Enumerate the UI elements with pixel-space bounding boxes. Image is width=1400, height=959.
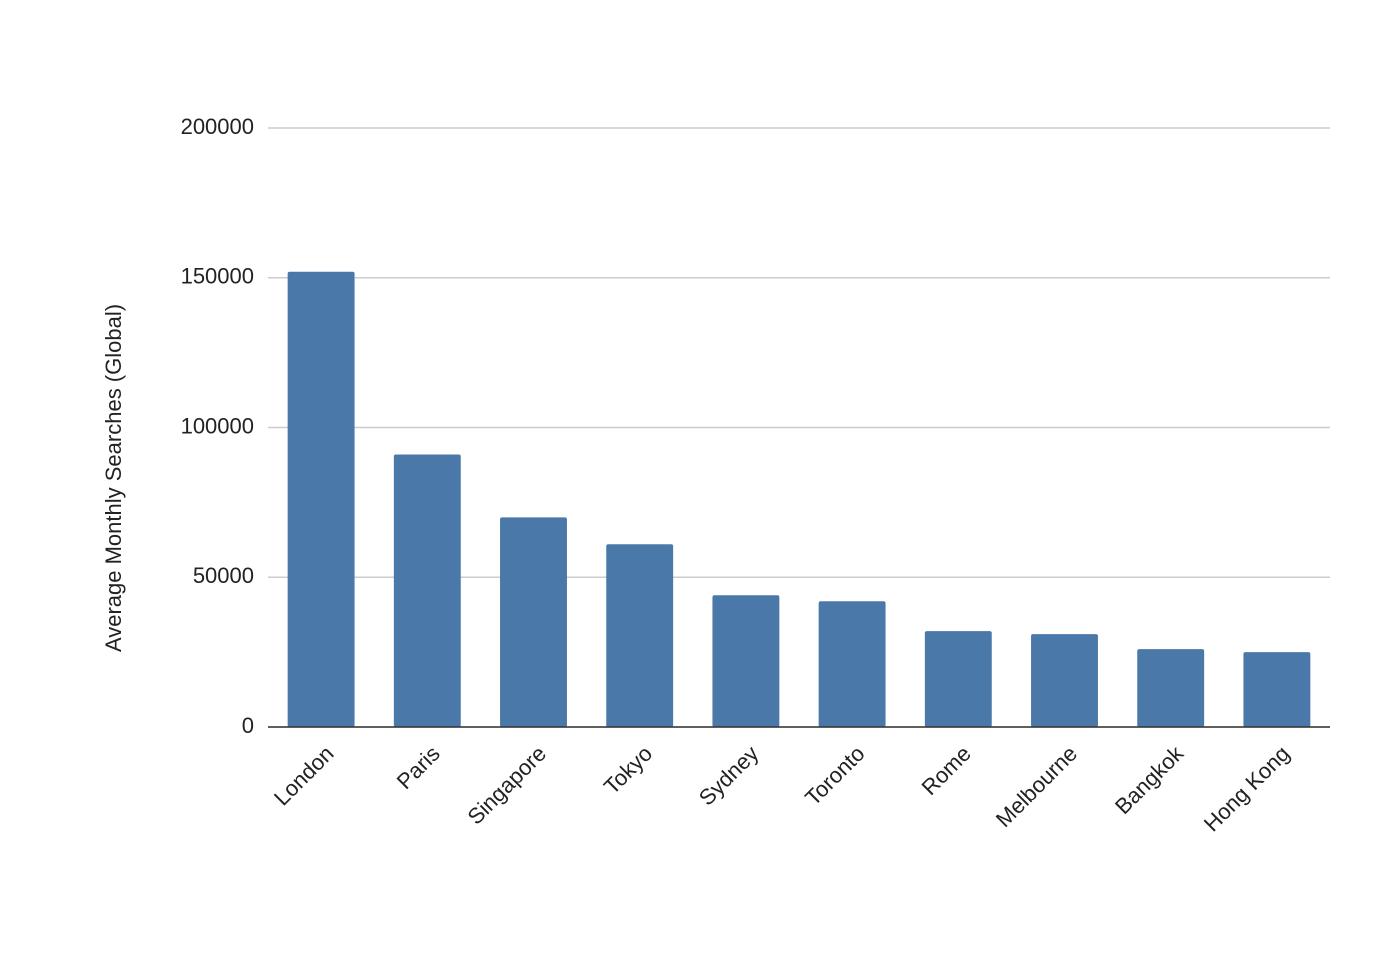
bar — [712, 595, 780, 727]
x-tick-label: Sydney — [694, 741, 764, 811]
x-tick-label: London — [269, 741, 339, 811]
x-tick-label: Singapore — [462, 741, 551, 830]
bar — [1243, 652, 1311, 727]
bar — [393, 454, 461, 727]
x-tick-label: Melbourne — [991, 741, 1082, 832]
bar — [1137, 649, 1205, 727]
y-tick-label: 150000 — [181, 264, 254, 289]
y-tick-label: 100000 — [181, 413, 254, 438]
x-tick-label: Toronto — [800, 741, 870, 811]
y-tick-label: 0 — [242, 713, 254, 738]
bar — [500, 517, 567, 727]
y-tick-label: 200000 — [181, 114, 254, 139]
x-tick-label: Hong Kong — [1199, 741, 1295, 837]
x-tick-label: Tokyo — [599, 741, 657, 799]
x-tick-label: Bangkok — [1110, 740, 1189, 819]
x-tick-label: Rome — [917, 741, 976, 800]
x-tick-label: Paris — [392, 741, 445, 794]
bar — [924, 631, 992, 727]
y-axis-title: Average Monthly Searches (Global) — [101, 304, 126, 652]
bar — [606, 544, 674, 727]
bar — [1031, 634, 1098, 727]
bar — [818, 601, 886, 727]
y-tick-label: 50000 — [193, 563, 254, 588]
bar — [287, 271, 355, 727]
